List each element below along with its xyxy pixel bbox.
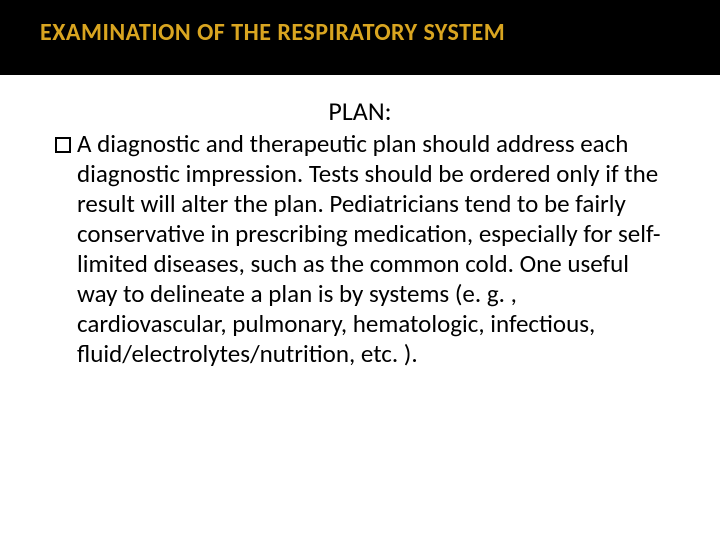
page-title: EXAMINATION OF THE RESPIRATORY SYSTEM <box>40 18 680 47</box>
content-area: PLAN: A diagnostic and therapeutic plan … <box>0 75 720 369</box>
square-bullet-icon <box>55 137 71 153</box>
body-text: A diagnostic and therapeutic plan should… <box>77 129 665 369</box>
header-band: EXAMINATION OF THE RESPIRATORY SYSTEM <box>0 0 720 75</box>
body-row: A diagnostic and therapeutic plan should… <box>55 129 665 369</box>
plan-label: PLAN: <box>55 95 665 127</box>
